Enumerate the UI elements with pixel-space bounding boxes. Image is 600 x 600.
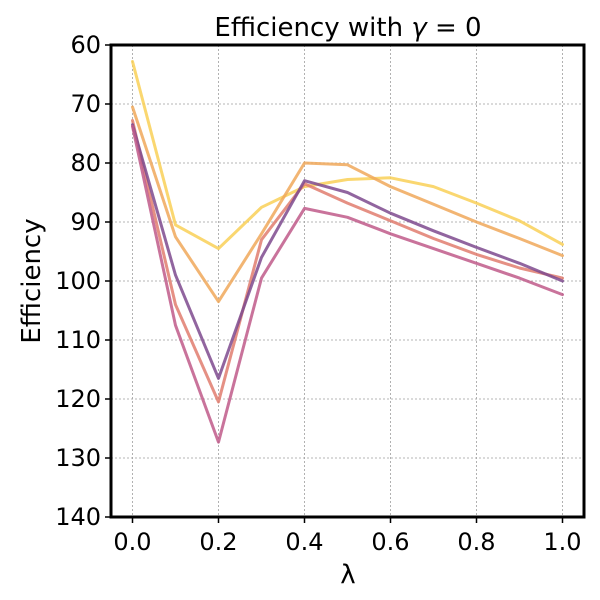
- x-tick-label: 0.8: [457, 528, 495, 556]
- x-tick-label: 0.4: [285, 528, 323, 556]
- y-axis-label: Efficiency: [17, 218, 47, 343]
- series-line-series-3: [131, 119, 564, 404]
- x-tick-label: 1.0: [543, 528, 581, 556]
- series-line-series-4: [131, 123, 564, 380]
- y-tick-label: 140: [55, 503, 101, 531]
- series-line-series-1: [131, 60, 564, 251]
- x-axis-label: λ: [340, 560, 355, 590]
- y-tick-label: 110: [55, 326, 101, 354]
- y-tick-label: 130: [55, 444, 101, 472]
- y-tick-label: 80: [70, 149, 101, 177]
- x-tick-label: 0.6: [371, 528, 409, 556]
- axis-ticks: 0.0 0.2 0.4 0.6 0.8 1.0 60 70 80 90 100 110 120 130 14…: [55, 31, 581, 556]
- x-tick-label: 0.2: [199, 528, 237, 556]
- y-tick-label: 90: [70, 208, 101, 236]
- series-line-series-5: [131, 124, 564, 444]
- y-tick-label: 70: [70, 90, 101, 118]
- chart-title: Efficiency with γ = 0: [214, 13, 481, 43]
- x-tick-label: 0.0: [113, 528, 151, 556]
- y-tick-label: 60: [70, 31, 101, 59]
- y-tick-label: 120: [55, 385, 101, 413]
- series-line-series-2: [131, 105, 564, 304]
- series-lines: [131, 60, 564, 444]
- y-tick-label: 100: [55, 267, 101, 295]
